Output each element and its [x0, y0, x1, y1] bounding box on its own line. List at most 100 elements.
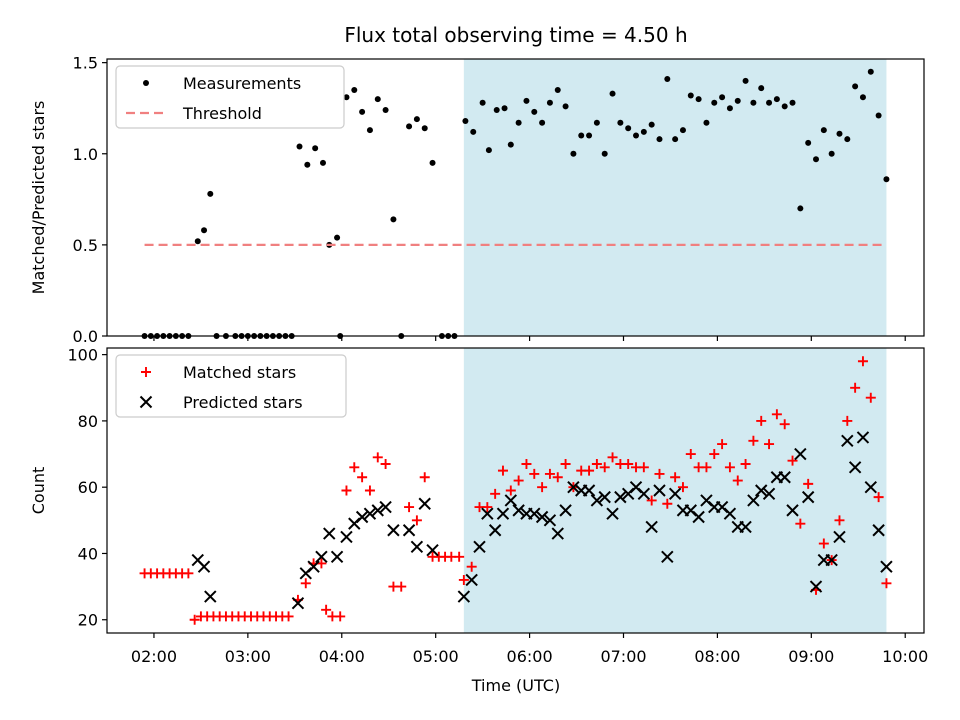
matched-stars-point	[599, 462, 610, 473]
measurement-point	[617, 119, 624, 126]
y-tick-label: 1.5	[73, 54, 98, 73]
matched-stars-point	[677, 482, 688, 493]
matched-stars-point	[834, 515, 845, 526]
predicted-stars-point	[551, 527, 564, 540]
measurement-point	[470, 128, 477, 135]
measurement-point	[586, 132, 593, 139]
predicted-stars-point	[880, 560, 893, 573]
matched-stars-point	[372, 452, 383, 463]
x-tick-label: 09:00	[788, 647, 834, 666]
measurement-point	[797, 205, 804, 212]
measurement-point	[734, 97, 741, 104]
y-tick-label: 20	[78, 611, 98, 630]
predicted-stars-point	[825, 553, 838, 567]
matched-stars-point	[380, 458, 391, 469]
measurement-point	[813, 156, 820, 163]
legend-label: Predicted stars	[183, 393, 303, 412]
plot-frame	[106, 58, 925, 337]
measurement-point	[875, 112, 882, 119]
observing-window-shade	[463, 348, 887, 633]
measurement-point	[640, 128, 647, 135]
y-axis-label: Count	[29, 467, 48, 515]
predicted-stars-point	[590, 494, 604, 507]
measurement-point	[828, 150, 835, 157]
matched-stars-point	[756, 415, 767, 426]
x-tick-label: 08:00	[694, 647, 740, 666]
measurement-point	[859, 94, 866, 101]
measurement-point	[773, 96, 780, 103]
y-tick-label: 0.5	[73, 236, 98, 255]
matched-stars-point	[341, 485, 352, 496]
measurement-point	[304, 161, 311, 168]
measurement-point	[546, 99, 553, 106]
predicted-stars-point	[379, 500, 392, 514]
x-tick-label: 02:00	[131, 647, 177, 666]
figure-title: Flux total observing time = 4.50 h	[344, 23, 687, 47]
predicted-stars-point	[330, 550, 344, 563]
x-tick-label: 07:00	[600, 647, 646, 666]
y-tick-label: 0.0	[73, 327, 98, 346]
measurement-point	[633, 132, 640, 139]
predicted-stars-point	[762, 487, 776, 501]
matched-stars-point	[411, 515, 422, 526]
matched-stars-point	[513, 475, 524, 486]
predicted-stars-point	[747, 494, 760, 507]
count-panel: 20 40 60 80 100 Count 02:00 03:00 04:00 05:00 06:0…	[29, 346, 928, 666]
matched-stars-point	[865, 392, 876, 403]
predicted-stars-point	[668, 487, 682, 501]
measurement-point	[207, 190, 214, 197]
matched-stars-point	[646, 495, 657, 506]
ratio-panel: 0.0 0.5 1.0 1.5 Matched/Predicted stars Measu…	[29, 54, 925, 346]
measurement-point	[406, 123, 413, 130]
measurement-point	[836, 130, 843, 137]
matched-stars-point	[364, 485, 375, 496]
matched-stars-point	[857, 356, 868, 367]
measurement-point	[805, 139, 812, 146]
measurement-point	[507, 141, 514, 148]
predicted-stars-point	[355, 510, 369, 524]
matched-stars-point	[544, 468, 555, 479]
predicted-stars-point	[645, 520, 658, 534]
predicted-stars-point	[340, 530, 353, 544]
predicted-stars-point	[197, 560, 211, 573]
x-axis-label: Time (UTC)	[471, 676, 560, 695]
matched-stars-point	[709, 449, 720, 460]
matched-stars-point	[607, 452, 618, 463]
legend-box	[115, 65, 345, 129]
measurement-point	[374, 96, 381, 103]
predicted-stars-point	[661, 550, 674, 563]
measurement-point	[758, 85, 765, 92]
predicted-stars-point	[323, 527, 336, 540]
matched-stars-point	[701, 462, 712, 473]
matched-stars-point	[662, 498, 673, 509]
predicted-stars-point	[778, 471, 791, 484]
matched-stars-point	[183, 568, 194, 579]
measurement-point	[609, 90, 616, 97]
plot-frame	[106, 347, 925, 634]
measurement-point	[479, 99, 486, 106]
predicted-stars-point	[794, 447, 807, 461]
measurement-point	[601, 150, 608, 157]
predicted-stars-point	[496, 507, 510, 520]
measurement-point	[672, 136, 679, 143]
y-tick-label: 80	[78, 412, 98, 431]
predicted-stars-point	[653, 484, 666, 497]
predicted-stars-point	[371, 504, 384, 517]
measurement-point	[319, 159, 326, 166]
measurement-point	[485, 147, 492, 154]
matched-stars-point	[283, 611, 294, 622]
predicted-stars-point	[567, 480, 580, 494]
measurement-point	[656, 136, 663, 143]
predicted-stars-point	[481, 507, 494, 520]
matched-stars-point	[732, 475, 743, 486]
y-tick-label: 60	[78, 478, 98, 497]
measurement-point	[695, 96, 702, 103]
measurement-point	[194, 238, 201, 245]
matched-stars-point	[685, 449, 696, 460]
predicted-stars-point	[504, 494, 518, 507]
matched-stars-point	[591, 458, 602, 469]
predicted-stars-point	[363, 507, 377, 520]
measurement-point	[570, 150, 577, 157]
matched-stars-point	[454, 551, 465, 562]
